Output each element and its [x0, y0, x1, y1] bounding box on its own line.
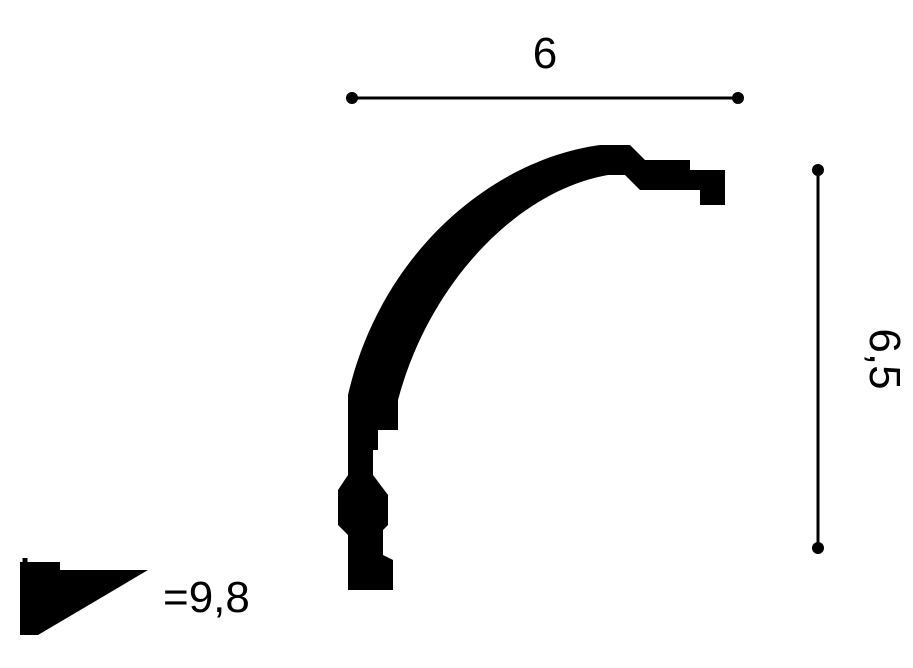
dimension-width: 6 — [346, 29, 744, 104]
diagonal-icon — [20, 562, 148, 635]
dimension-width-label: 6 — [533, 29, 557, 78]
dimension-height-label: 6,5 — [860, 328, 909, 389]
dimension-height: 6,5 — [812, 164, 909, 554]
dimension-diagonal: =9,8 — [20, 558, 250, 635]
dimension-diagonal-label: =9,8 — [163, 573, 250, 622]
molding-profile — [338, 145, 725, 590]
